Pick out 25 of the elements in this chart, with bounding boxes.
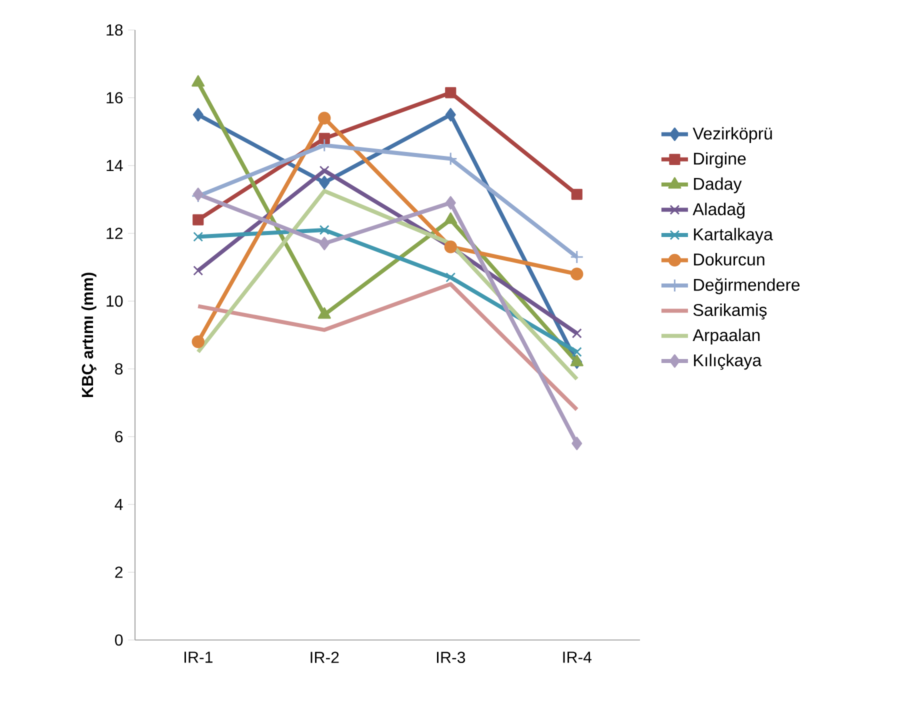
y-tick-label: 8 (115, 363, 123, 375)
x-tick-label: IR-2 (310, 652, 339, 663)
y-tick-label: 4 (114, 498, 123, 510)
legend-label: Sarikamiş (693, 304, 767, 320)
legend-label: Kılıçkaya (694, 354, 762, 370)
legend-label: Vezirköprü (692, 127, 772, 143)
y-tick-label: 16 (106, 92, 123, 104)
y-tick-label: 14 (106, 160, 123, 172)
legend-label: Dokurcun (694, 253, 764, 266)
y-tick-label: 18 (106, 24, 123, 36)
legend-label: Dirgine (694, 152, 746, 168)
y-tick-label: 12 (106, 228, 122, 239)
y-axis-title: KBÇ artımı (mm) (81, 272, 96, 398)
y-tick-label: 0 (115, 634, 123, 646)
x-tick-label: IR-3 (437, 652, 466, 664)
x-tick-label: IR-4 (563, 652, 592, 663)
y-tick-label: 2 (115, 566, 122, 578)
y-tick-label: 10 (106, 295, 123, 307)
legend-label: Aladağ (692, 202, 744, 219)
y-tick-label: 6 (115, 431, 123, 442)
legend-label: Arpaalan (692, 328, 760, 345)
legend-label: Daday (694, 177, 742, 194)
legend-label: Değirmendere (694, 278, 800, 294)
x-tick-label: IR-1 (184, 652, 212, 663)
legend-label: Kartalkaya (694, 228, 773, 244)
